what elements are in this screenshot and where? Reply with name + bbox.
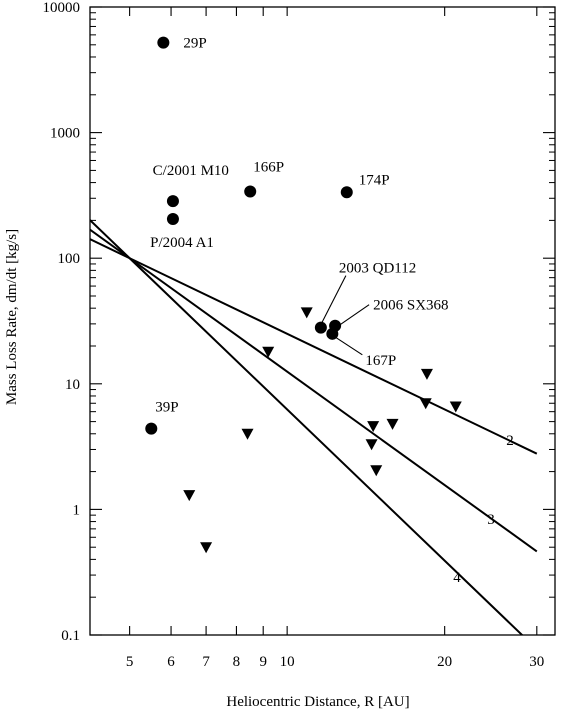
triangle-point [262, 346, 275, 358]
point-label: 166P [253, 159, 284, 175]
circle-point [157, 36, 170, 49]
x-tick-label: 6 [167, 654, 175, 670]
axes: 5 6 7 8 9 10 20 30 0.1 1 10 100 1000 10000 [43, 0, 556, 670]
y-tick-label: 0.1 [61, 628, 80, 644]
triangle-point [370, 465, 383, 477]
x-tick-label: 7 [202, 654, 210, 670]
x-tick-label: 20 [437, 654, 452, 670]
leader-line [339, 304, 370, 326]
triangle-point [200, 542, 213, 554]
circle-point [145, 422, 158, 435]
x-tick-label: 5 [126, 654, 134, 670]
circle-point [166, 213, 179, 226]
y-tick-label: 1 [73, 502, 81, 518]
data-points [145, 36, 462, 554]
leader-line [320, 275, 347, 325]
circle-point [326, 327, 339, 340]
power-law-label: 2 [506, 433, 514, 449]
triangle-point [300, 307, 313, 319]
triangle-point [241, 428, 254, 440]
power-law-line-2 [90, 238, 538, 455]
plot-frame [89, 6, 556, 636]
triangle-point [183, 490, 196, 502]
power-law-label: 3 [487, 512, 495, 528]
triangle-point [419, 398, 432, 410]
triangle-point [449, 401, 462, 413]
point-label: 2003 QD112 [339, 261, 416, 277]
y-tick-label: 10000 [43, 0, 81, 16]
power-law-lines [90, 219, 538, 635]
x-tick-label: 9 [259, 654, 267, 670]
triangle-point [420, 368, 433, 380]
power-law-line-4 [90, 219, 524, 635]
y-tick-label: 1000 [50, 126, 80, 142]
y-tick-label: 100 [58, 251, 81, 267]
point-label: P/2004 A1 [150, 235, 214, 251]
point-label: 29P [183, 36, 206, 52]
power-law-label: 4 [453, 570, 461, 586]
triangle-point [365, 439, 378, 451]
power-law-line-3 [90, 228, 538, 553]
triangle-point [367, 421, 380, 433]
triangle-point [386, 418, 399, 430]
point-label: 167P [365, 353, 396, 369]
point-label: 2006 SX368 [373, 298, 448, 314]
point-label: C/2001 M10 [153, 163, 229, 179]
point-label: 174P [359, 172, 390, 188]
leader-line [336, 337, 363, 356]
circle-point [340, 186, 353, 199]
annotations: 2 3 4 29P C/2001 M10 P/2004 A1 166P 174P 2003 QD… [150, 36, 514, 586]
x-axis-title: Heliocentric Distance, R [AU] [226, 694, 409, 710]
x-tick-label: 30 [529, 654, 544, 670]
y-tick-label: 10 [65, 377, 80, 393]
y-axis-title: Mass Loss Rate, dm/dt [kg/s] [4, 229, 20, 405]
point-label: 39P [155, 400, 178, 416]
x-tick-label: 8 [233, 654, 241, 670]
circle-point [314, 321, 327, 334]
circle-point [166, 195, 179, 208]
x-tick-label: 10 [280, 654, 295, 670]
circle-point [244, 185, 257, 198]
